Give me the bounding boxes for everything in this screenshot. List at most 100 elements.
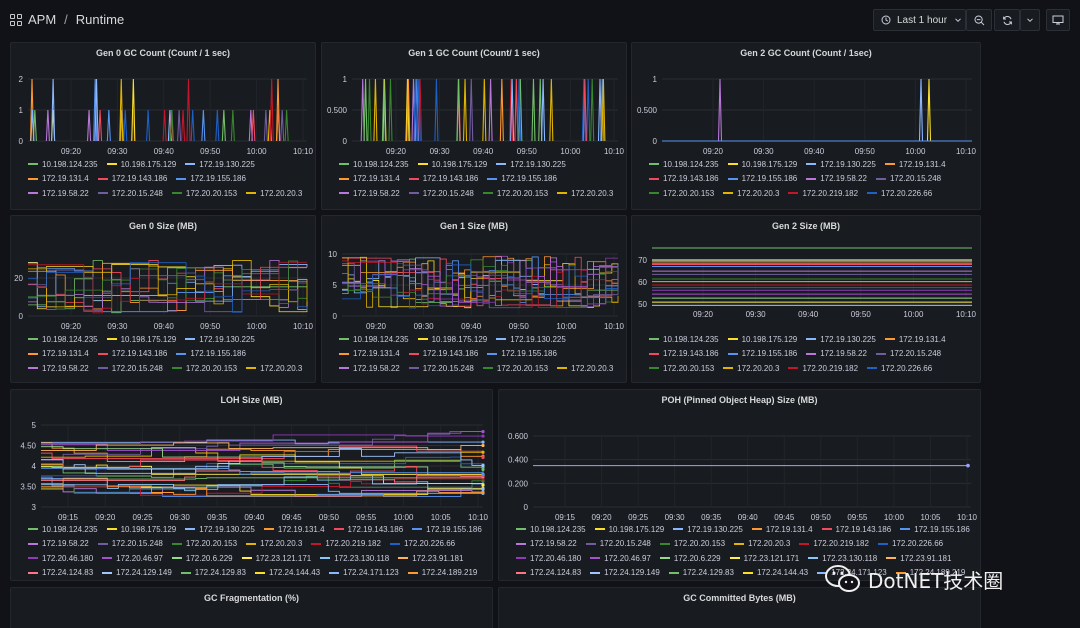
legend-item[interactable]: 172.19.143.186	[408, 174, 478, 183]
legend-item[interactable]: 172.19.131.4	[751, 525, 813, 534]
legend-item[interactable]: 172.20.20.153	[649, 364, 714, 373]
legend-item[interactable]: 172.20.219.182	[788, 189, 858, 198]
legend-item[interactable]: 10.198.175.129	[417, 335, 487, 344]
refresh-button[interactable]	[994, 9, 1020, 31]
panel-title[interactable]: Gen 2 GC Count (Count / 1sec)	[740, 48, 872, 58]
panel-title[interactable]: Gen 0 Size (MB)	[128, 221, 197, 231]
panel-title[interactable]: GC Fragmentation (%)	[203, 593, 299, 603]
time-range-picker[interactable]: Last 1 hour	[873, 9, 966, 31]
legend-item[interactable]: 172.23.91.181	[398, 554, 463, 563]
legend-item[interactable]: 172.20.46.97	[590, 554, 651, 563]
legend-item[interactable]: 172.24.129.149	[590, 568, 660, 577]
legend-item[interactable]: 172.20.46.180	[28, 554, 93, 563]
legend-item[interactable]: 172.19.130.225	[806, 335, 876, 344]
legend-item[interactable]: 172.19.58.22	[806, 174, 867, 183]
legend-item[interactable]: 172.24.171.123	[329, 568, 399, 577]
legend-item[interactable]: 172.19.130.225	[806, 160, 876, 169]
legend-item[interactable]: 172.19.58.22	[806, 349, 867, 358]
legend-item[interactable]: 172.20.219.182	[799, 539, 869, 548]
legend-item[interactable]: 172.24.129.83	[668, 568, 734, 577]
legend-item[interactable]: 172.19.58.22	[28, 364, 89, 373]
legend-item[interactable]: 172.20.226.66	[877, 539, 943, 548]
legend-item[interactable]: 172.23.121.171	[729, 554, 799, 563]
panel-title[interactable]: Gen 2 Size (MB)	[771, 221, 840, 231]
apps-grid-icon[interactable]	[10, 13, 22, 26]
legend-item[interactable]: 172.20.20.3	[723, 364, 779, 373]
legend-item[interactable]: 172.20.20.153	[482, 189, 548, 198]
legend-item[interactable]: 172.20.15.248	[97, 189, 163, 198]
legend-item[interactable]: 172.19.130.225	[496, 160, 566, 169]
legend-item[interactable]: 172.19.58.22	[516, 539, 577, 548]
legend-item[interactable]: 10.198.124.235	[28, 160, 98, 169]
legend-item[interactable]: 172.20.15.248	[585, 539, 651, 548]
legend-item[interactable]: 172.19.143.186	[649, 349, 719, 358]
legend-item[interactable]: 10.198.175.129	[106, 335, 176, 344]
legend-item[interactable]: 172.19.143.186	[649, 174, 719, 183]
refresh-interval-dropdown[interactable]	[1020, 9, 1040, 31]
legend-item[interactable]: 172.19.143.186	[97, 349, 167, 358]
legend-item[interactable]: 172.19.130.225	[496, 335, 566, 344]
legend-item[interactable]: 172.19.130.225	[185, 525, 255, 534]
zoom-out-button[interactable]	[966, 9, 992, 31]
legend-item[interactable]: 172.20.20.3	[246, 539, 302, 548]
breadcrumb-app[interactable]: APM	[28, 12, 57, 27]
legend-item[interactable]: 172.24.129.149	[102, 568, 172, 577]
legend-item[interactable]: 172.19.155.186	[487, 349, 557, 358]
legend-item[interactable]: 172.20.15.248	[875, 349, 941, 358]
legend-item[interactable]: 172.19.131.4	[28, 174, 89, 183]
legend-item[interactable]: 172.24.129.83	[180, 568, 246, 577]
legend-item[interactable]: 172.23.130.118	[320, 554, 389, 563]
legend-item[interactable]: 172.24.124.83	[516, 568, 581, 577]
legend-item[interactable]: 172.20.15.248	[408, 364, 474, 373]
legend-item[interactable]: 10.198.175.129	[106, 160, 176, 169]
legend-item[interactable]: 172.20.15.248	[875, 174, 941, 183]
legend-item[interactable]: 172.19.155.186	[727, 174, 797, 183]
legend-item[interactable]: 172.24.124.83	[28, 568, 93, 577]
legend-item[interactable]: 172.19.155.186	[176, 349, 246, 358]
panel-title[interactable]: Gen 1 Size (MB)	[439, 221, 508, 231]
legend-item[interactable]: 172.19.130.225	[673, 525, 743, 534]
legend-item[interactable]: 172.19.155.186	[487, 174, 557, 183]
legend-item[interactable]: 172.20.15.248	[97, 539, 163, 548]
legend-item[interactable]: 172.19.155.186	[900, 525, 970, 534]
panel-title[interactable]: POH (Pinned Object Heap) Size (MB)	[661, 395, 818, 405]
legend-item[interactable]: 172.20.15.248	[97, 364, 163, 373]
legend-item[interactable]: 172.20.20.153	[482, 364, 548, 373]
breadcrumb-page[interactable]: Runtime	[75, 12, 125, 27]
legend-item[interactable]: 172.19.130.225	[185, 335, 255, 344]
legend-item[interactable]: 172.19.131.4	[884, 335, 946, 344]
legend-item[interactable]: 172.20.20.153	[659, 539, 725, 548]
panel-title[interactable]: Gen 1 GC Count (Count/ 1 sec)	[408, 48, 540, 58]
legend-item[interactable]: 172.23.91.181	[886, 554, 951, 563]
legend-item[interactable]: 172.20.20.3	[557, 364, 613, 373]
legend-item[interactable]: 172.19.155.186	[176, 174, 246, 183]
legend-item[interactable]: 172.20.219.182	[311, 539, 381, 548]
legend-item[interactable]: 172.20.20.153	[171, 189, 237, 198]
legend-item[interactable]: 172.19.155.186	[412, 525, 482, 534]
legend-item[interactable]: 172.20.46.97	[102, 554, 163, 563]
legend-item[interactable]: 172.20.15.248	[408, 189, 474, 198]
tv-mode-button[interactable]	[1046, 9, 1070, 31]
legend-item[interactable]: 172.24.189.219	[407, 568, 477, 577]
legend-item[interactable]: 172.23.121.171	[241, 554, 311, 563]
legend-item[interactable]: 172.19.131.4	[339, 349, 400, 358]
legend-item[interactable]: 172.20.20.3	[734, 539, 790, 548]
legend-item[interactable]: 172.19.143.186	[333, 525, 403, 534]
legend-item[interactable]: 172.20.219.182	[788, 364, 858, 373]
legend-item[interactable]: 172.20.20.3	[557, 189, 613, 198]
legend-item[interactable]: 10.198.124.235	[28, 525, 98, 534]
legend-item[interactable]: 172.20.20.153	[171, 364, 237, 373]
legend-item[interactable]: 172.19.131.4	[28, 349, 89, 358]
legend-item[interactable]: 172.20.6.229	[659, 554, 721, 563]
legend-item[interactable]: 172.20.226.66	[389, 539, 455, 548]
panel-title[interactable]: GC Committed Bytes (MB)	[683, 593, 796, 603]
legend-item[interactable]: 10.198.175.129	[727, 160, 797, 169]
legend-item[interactable]: 172.19.131.4	[339, 174, 400, 183]
legend-item[interactable]: 172.19.58.22	[339, 189, 400, 198]
legend-item[interactable]: 172.20.20.3	[246, 189, 302, 198]
legend-item[interactable]: 172.20.46.180	[516, 554, 581, 563]
legend-item[interactable]: 172.19.131.4	[263, 525, 325, 534]
legend-item[interactable]: 172.19.143.186	[97, 174, 167, 183]
legend-item[interactable]: 172.19.58.22	[339, 364, 400, 373]
legend-item[interactable]: 10.198.124.235	[516, 525, 586, 534]
